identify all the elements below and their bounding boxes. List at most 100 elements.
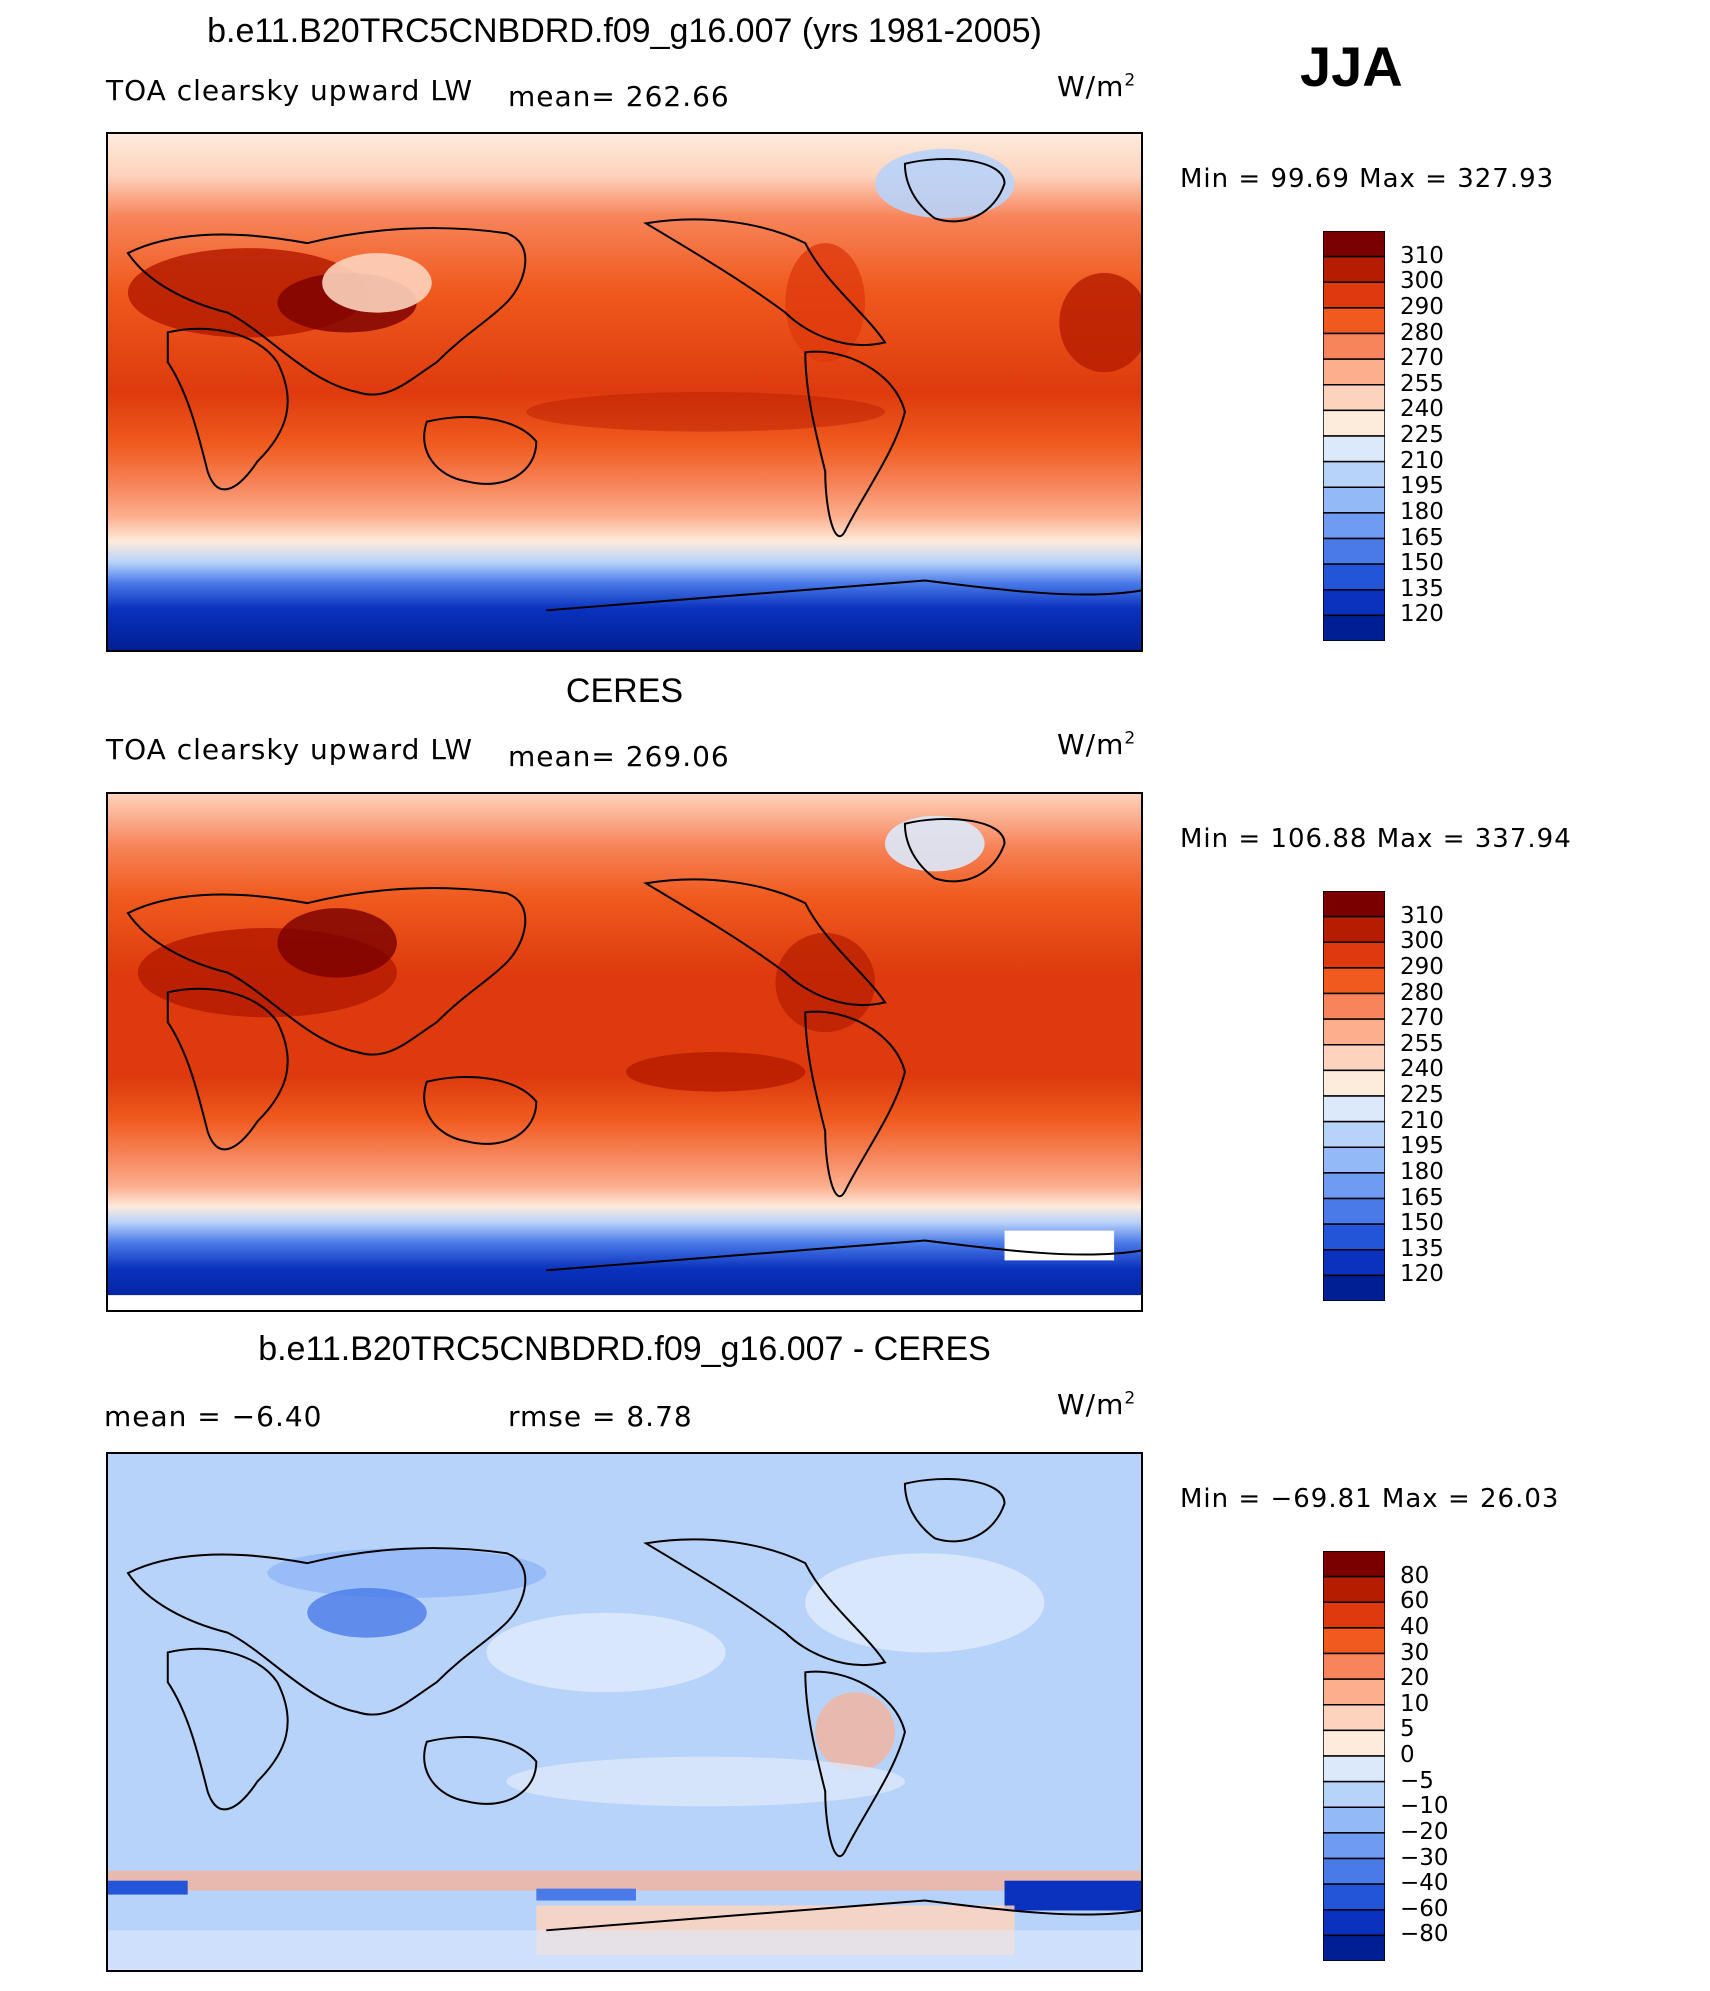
panel-model-units: W/m2 bbox=[1057, 70, 1137, 103]
colorbar-bin bbox=[1323, 1729, 1385, 1757]
colorbar-tick-label: 120 bbox=[1400, 1261, 1444, 1288]
colorbar-bin bbox=[1323, 1172, 1385, 1200]
colorbar-bin bbox=[1323, 1044, 1385, 1072]
colorbar-tick-label: 180 bbox=[1400, 1158, 1444, 1185]
colorbar-tick-label: 40 bbox=[1400, 1613, 1430, 1640]
colorbar-bin bbox=[1323, 967, 1385, 995]
panel-ceres-units: W/m2 bbox=[1057, 728, 1137, 761]
panel-model-minmax: Min = 99.69 Max = 327.93 bbox=[1180, 164, 1555, 194]
colorbar-bin bbox=[1323, 1146, 1385, 1174]
panel-model-map bbox=[106, 132, 1143, 652]
colorbar-tick-label: 0 bbox=[1400, 1742, 1415, 1768]
colorbar-bin bbox=[1323, 1678, 1385, 1706]
colorbar-tick-label: 300 bbox=[1400, 928, 1444, 955]
season-label: JJA bbox=[1300, 35, 1403, 98]
colorbar-bin bbox=[1323, 1704, 1385, 1732]
colorbar-bin bbox=[1323, 1095, 1385, 1123]
colorbar-tick-label: 290 bbox=[1400, 293, 1444, 320]
colorbar-bin bbox=[1323, 307, 1385, 335]
colorbar-tick-label: 210 bbox=[1400, 447, 1444, 474]
colorbar-bin bbox=[1323, 1575, 1385, 1603]
panel-diff-map bbox=[106, 1452, 1143, 1972]
colorbar-tick-label: 120 bbox=[1400, 601, 1444, 628]
colorbar-bin bbox=[1323, 1069, 1385, 1097]
colorbar-tick-label: 30 bbox=[1400, 1639, 1430, 1666]
colorbar-tick-label: 80 bbox=[1400, 1562, 1430, 1589]
panel-model-title: b.e11.B20TRC5CNBDRD.f09_g16.007 (yrs 198… bbox=[207, 12, 1042, 50]
panel-ceres-variable-label: TOA clearsky upward LW bbox=[106, 733, 474, 766]
colorbar-tick-label: 310 bbox=[1400, 902, 1444, 929]
colorbar-bin bbox=[1323, 537, 1385, 565]
colorbar-bin bbox=[1323, 231, 1385, 258]
colorbar-tick-label: 210 bbox=[1400, 1107, 1444, 1134]
colorbar-bin bbox=[1323, 512, 1385, 540]
colorbar-tick-label: 255 bbox=[1400, 370, 1444, 397]
colorbar-tick-label: 60 bbox=[1400, 1588, 1430, 1615]
colorbar-bin bbox=[1323, 1601, 1385, 1629]
panel-ceres-map bbox=[106, 792, 1143, 1312]
model-map-field bbox=[108, 134, 1141, 650]
colorbar-bin bbox=[1323, 255, 1385, 283]
colorbar-tick-label: −40 bbox=[1400, 1870, 1449, 1897]
colorbar-bin bbox=[1323, 891, 1385, 918]
colorbar-tick-label: 280 bbox=[1400, 979, 1444, 1006]
colorbar-bin bbox=[1323, 1806, 1385, 1834]
colorbar-tick-label: 280 bbox=[1400, 319, 1444, 346]
colorbar-bin bbox=[1323, 1223, 1385, 1251]
colorbar-tick-label: 5 bbox=[1400, 1716, 1415, 1743]
colorbar-tick-label: 135 bbox=[1400, 575, 1444, 602]
colorbar-tick-label: 240 bbox=[1400, 1056, 1444, 1083]
colorbar-tick-label: 240 bbox=[1400, 396, 1444, 423]
colorbar-bin bbox=[1323, 332, 1385, 360]
colorbar-bin bbox=[1323, 1627, 1385, 1655]
colorbar-tick-label: 225 bbox=[1400, 422, 1444, 448]
panel-ceres-colorbar bbox=[1323, 891, 1385, 1301]
colorbar-bin bbox=[1323, 435, 1385, 463]
colorbar-tick-label: 195 bbox=[1400, 473, 1444, 500]
colorbar-bin bbox=[1323, 614, 1385, 641]
colorbar-tick-label: 270 bbox=[1400, 345, 1444, 372]
colorbar-tick-label: 150 bbox=[1400, 550, 1444, 577]
colorbar-bin bbox=[1323, 589, 1385, 617]
colorbar-bin bbox=[1323, 915, 1385, 943]
colorbar-bin bbox=[1323, 941, 1385, 969]
colorbar-bin bbox=[1323, 1934, 1385, 1961]
colorbar-tick-label: 165 bbox=[1400, 1184, 1444, 1211]
colorbar-bin bbox=[1323, 563, 1385, 591]
panel-model-colorbar bbox=[1323, 231, 1385, 641]
colorbar-tick-label: 300 bbox=[1400, 268, 1444, 295]
colorbar-bin bbox=[1323, 1883, 1385, 1911]
colorbar-bin bbox=[1323, 1832, 1385, 1860]
colorbar-bin bbox=[1323, 1551, 1385, 1578]
colorbar-tick-label: 165 bbox=[1400, 524, 1444, 551]
colorbar-tick-label: 10 bbox=[1400, 1690, 1430, 1717]
panel-ceres-minmax: Min = 106.88 Max = 337.94 bbox=[1180, 824, 1572, 854]
colorbar-bin bbox=[1323, 486, 1385, 514]
colorbar-bin bbox=[1323, 992, 1385, 1020]
panel-diff-title: b.e11.B20TRC5CNBDRD.f09_g16.007 - CERES bbox=[258, 1330, 991, 1368]
colorbar-bin bbox=[1323, 409, 1385, 437]
panel-diff-minmax: Min = −69.81 Max = 26.03 bbox=[1180, 1484, 1560, 1514]
colorbar-bin bbox=[1323, 384, 1385, 412]
panel-diff-rmse-label: rmse = 8.78 bbox=[508, 1400, 693, 1433]
ceres-colorbar-bins bbox=[1323, 891, 1385, 1301]
colorbar-tick-label: −10 bbox=[1400, 1793, 1449, 1820]
diff-colorbar-bins bbox=[1323, 1551, 1385, 1961]
colorbar-bin bbox=[1323, 1755, 1385, 1783]
panel-diff-colorbar bbox=[1323, 1551, 1385, 1961]
colorbar-tick-label: 255 bbox=[1400, 1030, 1444, 1057]
colorbar-bin bbox=[1323, 460, 1385, 488]
colorbar-tick-label: 310 bbox=[1400, 242, 1444, 269]
colorbar-tick-label: −5 bbox=[1400, 1767, 1434, 1794]
colorbar-bin bbox=[1323, 1249, 1385, 1277]
panel-model-variable-label: TOA clearsky upward LW bbox=[106, 74, 474, 107]
panel-diff-mean-label: mean = −6.40 bbox=[104, 1400, 323, 1433]
colorbar-bin bbox=[1323, 1780, 1385, 1808]
colorbar-tick-label: −30 bbox=[1400, 1844, 1449, 1871]
panel-model-mean-label: mean= 262.66 bbox=[508, 80, 730, 113]
colorbar-tick-label: 180 bbox=[1400, 498, 1444, 525]
colorbar-tick-label: −60 bbox=[1400, 1895, 1449, 1922]
colorbar-tick-label: 290 bbox=[1400, 953, 1444, 980]
colorbar-bin bbox=[1323, 1274, 1385, 1301]
colorbar-tick-label: 270 bbox=[1400, 1005, 1444, 1032]
